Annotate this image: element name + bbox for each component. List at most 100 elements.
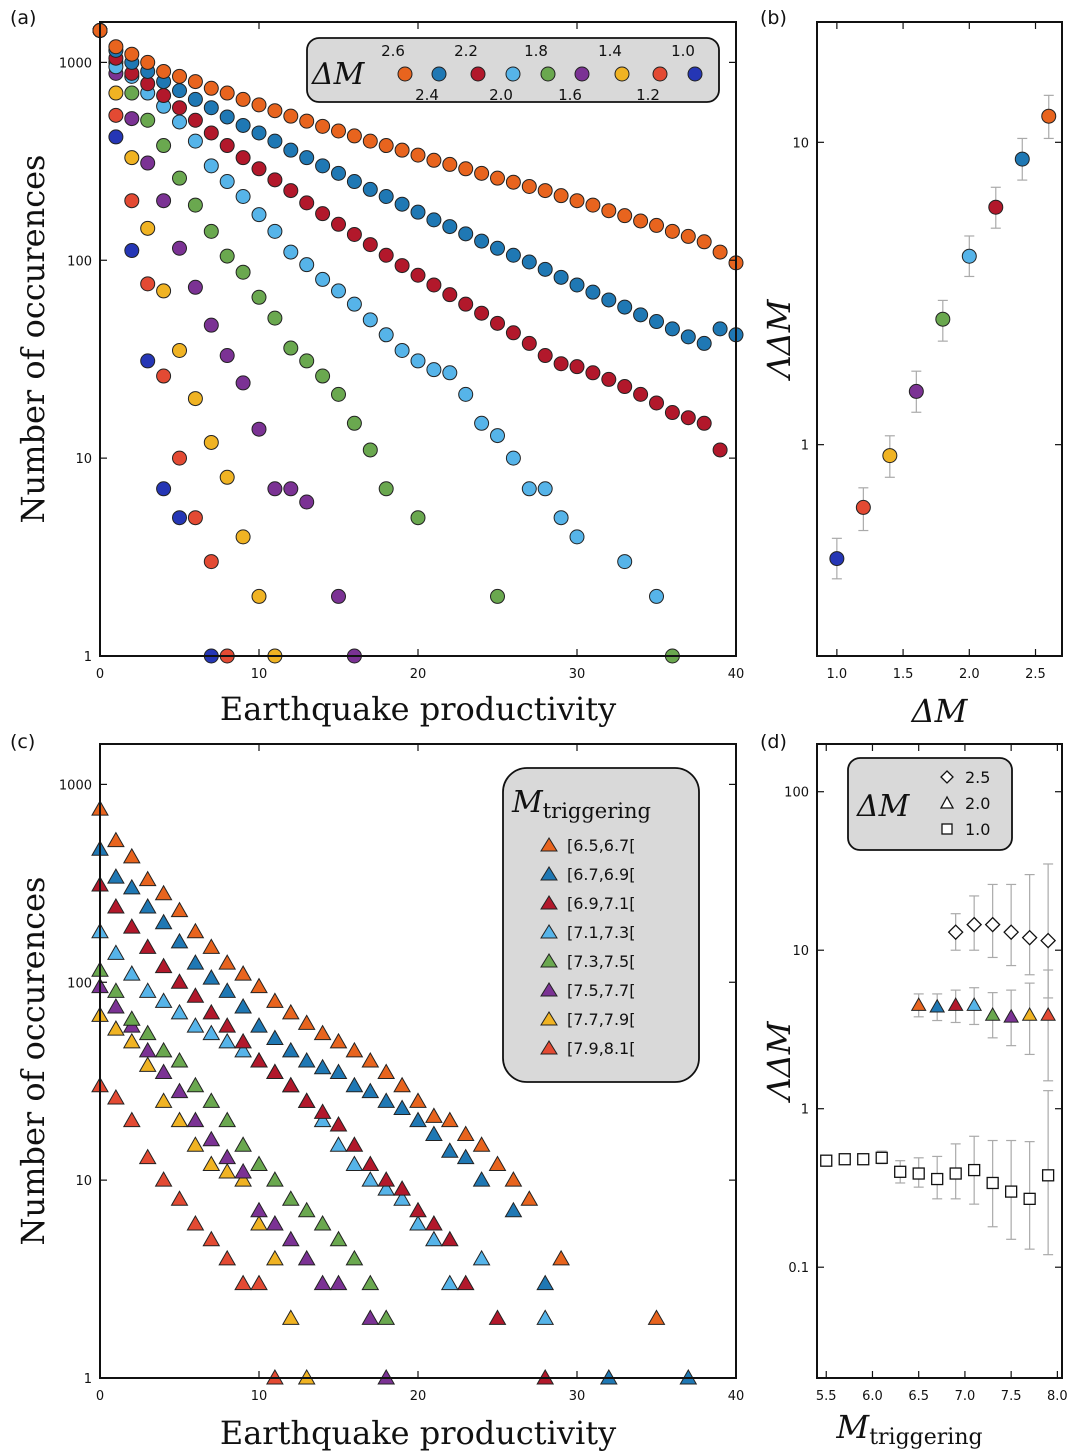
- panel-a-point-2.4: [283, 142, 299, 158]
- panel-c-legend-marker: [540, 866, 558, 881]
- panel-c-point-[7.3,7.5[: [154, 1041, 173, 1058]
- panel-c-point-[7.5,7.7[: [186, 1111, 205, 1128]
- panel-d-xtick-label: 6.5: [908, 1389, 929, 1404]
- panel-a-point-2.4: [601, 292, 617, 308]
- panel-d-legend-label: 2.5: [965, 768, 990, 787]
- panel-a-point-1.2: [187, 510, 203, 526]
- panel-a-point-2.6: [458, 161, 474, 177]
- panel-a-point-2.2: [251, 161, 267, 177]
- panel-d-xtick-label: 8.0: [1047, 1389, 1068, 1404]
- panel-c-point-[6.9,7.1[: [409, 1201, 427, 1218]
- panel-a-point-2.6: [649, 217, 664, 233]
- panel-a-point-1.8: [362, 442, 378, 458]
- panel-a-ytick-label: 1000: [59, 56, 92, 71]
- panel-c-point-[6.7,6.9[: [186, 954, 205, 970]
- panel-c-xtick-label: 20: [410, 1389, 427, 1404]
- panel-a-point-2.2: [601, 371, 617, 387]
- panel-c-point-[6.7,6.9[: [536, 1274, 555, 1291]
- panel-c-point-[7.9,8.1[: [186, 1215, 205, 1231]
- panel-b-point: [882, 448, 898, 464]
- panel-c-point-[6.7,6.9[: [456, 1148, 475, 1165]
- panel-c-legend-label: [7.7,7.9[: [567, 1010, 635, 1029]
- panel-c-point-[7.7,7.9[: [154, 1092, 173, 1108]
- panel-a-legend-label: 1.4: [598, 42, 622, 60]
- panel-c-point-[6.7,6.9[: [154, 913, 173, 930]
- panel-c-point-[6.5,6.7[: [218, 954, 237, 970]
- panel-a-point-1.6: [267, 481, 283, 497]
- panel-b-point: [1014, 151, 1030, 167]
- panel-c-point-[7.3,7.5[: [234, 1136, 252, 1152]
- panel-c-point-[6.7,6.9[: [234, 997, 252, 1014]
- panel-a-point-1.4: [219, 469, 235, 485]
- panel-d-point-2.0: [947, 997, 964, 1011]
- panel-a-point-2.0: [410, 353, 426, 369]
- panel-a-point-2.2: [696, 415, 712, 431]
- panel-c-point-[7.3,7.5[: [186, 1076, 205, 1093]
- panel-b-ytick-label: 10: [792, 136, 809, 151]
- panel-a-point-2.0: [553, 510, 569, 526]
- panel-c-point-[7.1,7.3[: [122, 965, 141, 981]
- panel-b-point: [829, 551, 845, 567]
- panel-a-point-2.6: [283, 108, 299, 124]
- panel-a-point-2.6: [172, 68, 187, 84]
- panel-a-point-1.8: [235, 264, 251, 280]
- panel-a-ytick-label: 100: [67, 254, 92, 269]
- panel-c-point-[6.7,6.9[: [266, 1029, 284, 1045]
- panel-a-point-2.6: [617, 208, 633, 224]
- panel-a-point-2.2: [474, 305, 490, 321]
- panel-a-point-1.8: [172, 170, 187, 186]
- panel-a-point-1.6: [124, 111, 140, 127]
- panel-c-point-[6.5,6.7[: [504, 1171, 523, 1187]
- panel-a-point-1.4: [251, 588, 267, 604]
- panel-a-point-2.6: [394, 142, 410, 158]
- panel-a-point-2.0: [235, 189, 251, 205]
- panel-c-point-[6.9,7.1[: [345, 1136, 364, 1152]
- panel-c-point-[6.5,6.7[: [440, 1111, 459, 1128]
- panel-c-legend-marker: [540, 953, 558, 968]
- panel-d-ytick-label: 100: [784, 786, 809, 801]
- panel-a-point-2.6: [108, 39, 124, 55]
- panel-a-point-1.8: [490, 588, 505, 604]
- panel-a-point-1.8: [124, 85, 140, 101]
- panel-c-point-[6.5,6.7[: [250, 977, 268, 994]
- panel-a-point-2.2: [410, 267, 426, 283]
- panel-b-point: [908, 383, 924, 399]
- panel-a-point-1.4: [156, 283, 172, 299]
- panel-c-point-[6.5,6.7[: [393, 1076, 411, 1093]
- panel-d-legend-marker: [941, 823, 953, 835]
- panel-a-point-1.6: [203, 317, 219, 333]
- panel-c-point-[6.9,7.1[: [202, 1003, 221, 1020]
- panel-a-point-2.6: [696, 234, 712, 250]
- panel-a-point-1.8: [331, 386, 346, 402]
- panel-c-point-[7.1,7.3[: [202, 1024, 221, 1041]
- panel-c-point-[7.3,7.5[: [138, 1024, 157, 1041]
- panel-c-point-[6.5,6.7[: [234, 965, 252, 981]
- panel-c-point-[6.7,6.9[: [202, 969, 221, 985]
- panel-d-xlabel: Mtriggering: [835, 1408, 982, 1450]
- panel-c-point-[7.5,7.7[: [218, 1148, 237, 1165]
- panel-a-point-2.2: [712, 442, 728, 458]
- panel-a-point-2.0: [378, 327, 394, 343]
- panel-c-point-[6.5,6.7[: [329, 1032, 348, 1049]
- panel-c-point-[7.5,7.7[: [329, 1274, 348, 1291]
- panel-c-point-[7.7,7.9[: [186, 1136, 205, 1152]
- panel-a-point-2.6: [537, 183, 553, 199]
- panel-c-point-[7.1,7.3[: [377, 1180, 396, 1196]
- panel-a-point-2.6: [378, 138, 394, 154]
- panel-c-ytick-label: 1000: [59, 778, 92, 793]
- panel-c-point-[6.5,6.7[: [345, 1041, 364, 1058]
- panel-b-point: [1041, 108, 1057, 124]
- panel-a-point-2.0: [505, 450, 521, 466]
- panel-c-legend-label: [7.3,7.5[: [567, 952, 635, 971]
- panel-c-point-[7.3,7.5[: [329, 1230, 348, 1247]
- panel-a-point-1.2: [203, 554, 219, 570]
- panel-c-point-[6.7,6.9[: [472, 1171, 491, 1187]
- panel-a-point-1.4: [235, 529, 251, 545]
- panel-a-point-2.0: [442, 365, 458, 381]
- panel-c-point-[7.9,8.1[: [154, 1171, 173, 1187]
- panel-a-point-2.6: [203, 80, 219, 96]
- panel-a-point-2.4: [633, 307, 649, 323]
- panel-a-point-2.2: [331, 216, 346, 232]
- panel-a-point-1.8: [299, 353, 315, 369]
- panel-a-point-2.0: [521, 481, 537, 497]
